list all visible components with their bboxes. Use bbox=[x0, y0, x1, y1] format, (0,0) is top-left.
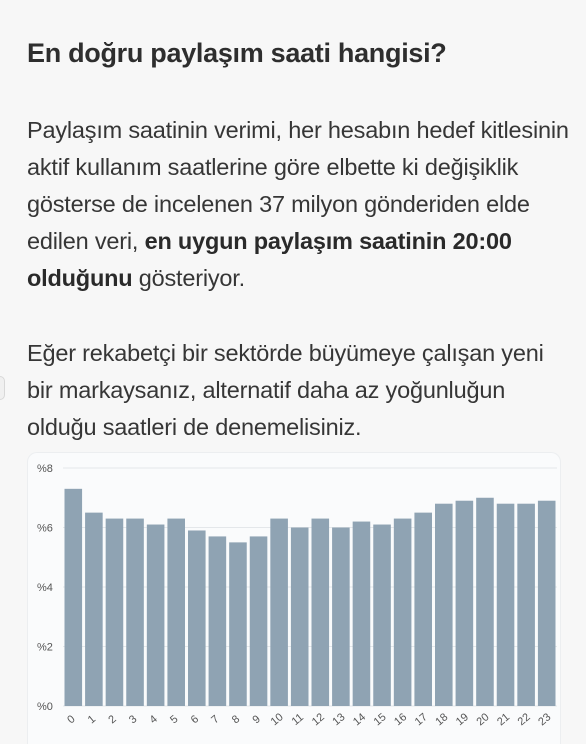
bar-hour-9 bbox=[249, 536, 268, 706]
x-tick-label: 3 bbox=[127, 713, 139, 726]
x-tick-label: 8 bbox=[230, 713, 242, 726]
bar-hour-18 bbox=[435, 503, 453, 706]
bar-hour-17 bbox=[414, 512, 432, 706]
x-tick-label: 13 bbox=[330, 711, 347, 728]
bar-hour-20 bbox=[476, 497, 494, 706]
bar-hour-3 bbox=[126, 518, 144, 706]
bar-hour-5 bbox=[167, 518, 185, 706]
hourly-engagement-bar-chart: %0%2%4%6%80 1 2 3 4 5 6 7 8 9 10 11 12 13 14 15 16 17 18 19… bbox=[37, 463, 557, 728]
x-tick-label: 6 bbox=[189, 713, 201, 726]
paragraph-1-text-a: Paylaşım saatinin verimi, her hesabın he… bbox=[27, 117, 569, 254]
bar-hour-10 bbox=[270, 518, 288, 706]
y-tick-label: %4 bbox=[37, 582, 53, 594]
bar-hour-15 bbox=[373, 524, 391, 706]
x-tick-label: 1 bbox=[86, 713, 98, 726]
bar-hour-22 bbox=[517, 503, 535, 706]
paragraph-1-bold: en uygun paylaşım saatinin 20:00 olduğun… bbox=[27, 228, 512, 291]
y-tick-label: %6 bbox=[37, 523, 53, 535]
bar-hour-21 bbox=[496, 503, 515, 706]
bar-hour-2 bbox=[105, 518, 124, 706]
x-tick-label: 0 bbox=[65, 713, 77, 726]
x-tick-label: 11 bbox=[290, 711, 306, 728]
x-tick-label: 23 bbox=[536, 711, 553, 728]
bar-hour-16 bbox=[393, 518, 412, 706]
scroll-edge-handle[interactable] bbox=[0, 376, 5, 400]
bar-hour-12 bbox=[311, 518, 330, 706]
x-tick-label: 9 bbox=[250, 713, 262, 726]
paragraph-1-text-b: gösteriyor. bbox=[132, 265, 245, 291]
x-tick-label: 16 bbox=[392, 711, 409, 728]
bar-hour-4 bbox=[146, 524, 165, 706]
x-tick-label: 21 bbox=[495, 711, 512, 728]
x-tick-label: 22 bbox=[516, 711, 533, 728]
x-tick-label: 5 bbox=[168, 713, 180, 726]
bar-hour-6 bbox=[188, 530, 206, 706]
bar-hour-1 bbox=[85, 512, 103, 706]
bar-hour-7 bbox=[208, 536, 227, 706]
x-tick-label: 20 bbox=[474, 711, 491, 728]
bar-hour-11 bbox=[290, 527, 309, 706]
x-tick-label: 18 bbox=[433, 711, 450, 728]
bar-hour-23 bbox=[537, 500, 556, 706]
paragraph-2: Eğer rekabetçi bir sektörde büyümeye çal… bbox=[27, 340, 544, 440]
x-tick-label: 7 bbox=[209, 713, 221, 726]
bar-hour-13 bbox=[332, 527, 350, 706]
x-tick-label: 10 bbox=[269, 711, 286, 728]
article-heading: En doğru paylaşım saati hangisi? bbox=[27, 38, 447, 68]
bar-hour-14 bbox=[352, 521, 371, 706]
y-tick-label: %0 bbox=[37, 701, 53, 713]
x-tick-label: 15 bbox=[372, 711, 389, 728]
y-tick-label: %2 bbox=[37, 642, 53, 654]
x-tick-label: 17 bbox=[413, 711, 430, 728]
bar-hour-19 bbox=[455, 500, 474, 706]
bar-hour-0 bbox=[64, 488, 83, 706]
paragraph-1: Paylaşım saatinin verimi, her hesabın he… bbox=[27, 112, 572, 297]
x-tick-label: 4 bbox=[147, 713, 159, 726]
x-tick-label: 14 bbox=[351, 711, 368, 728]
bar-hour-8 bbox=[229, 542, 247, 706]
y-tick-label: %8 bbox=[37, 463, 53, 475]
x-tick-label: 2 bbox=[106, 713, 118, 726]
x-tick-label: 19 bbox=[454, 711, 471, 728]
x-tick-label: 12 bbox=[310, 711, 327, 728]
